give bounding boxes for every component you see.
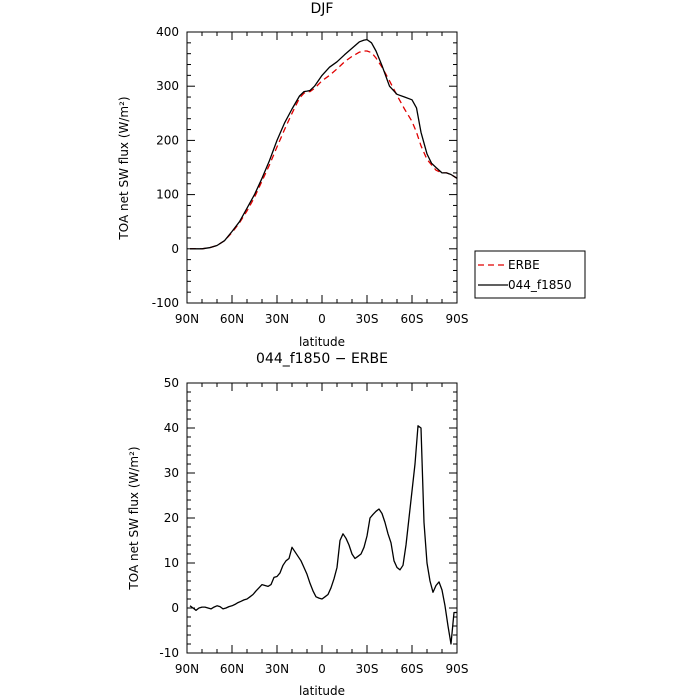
x-tick-label: 0 [318,312,326,326]
x-ticks: 90N 60N 30N 0 30S 60S 90S [175,32,469,326]
series-line-difference [189,425,457,645]
legend: ERBE 044_f1850 [474,250,586,299]
legend-label-044-f1850: 044_f1850 [508,278,572,292]
y-tick-label: 200 [156,133,179,147]
x-tick-label: 60N [220,312,244,326]
y-axis-label: TOA net SW flux (W/m²) [117,96,131,240]
y-ticks: -10 0 10 20 30 40 50 [159,376,457,660]
y-tick-label: 30 [164,466,179,480]
x-axis-label: latitude [299,684,345,698]
x-tick-label: 90N [175,312,199,326]
x-axis-label: latitude [299,335,345,349]
plot-frame [186,31,458,304]
difference-chart: 044_f1850 − ERBE -10 0 10 20 30 40 50 90N 60N 30… [127,351,468,698]
x-tick-label: 60S [401,312,424,326]
x-tick-label: 0 [318,662,326,676]
series-line-erbe [190,50,458,250]
x-ticks: 90N 60N 30N 0 30S 60S 90S [175,383,469,676]
series-line-044-f1850 [190,38,458,250]
y-tick-label: 400 [156,25,179,39]
series-lines [190,38,458,250]
y-tick-label: 300 [156,79,179,93]
y-tick-label: 100 [156,188,179,202]
y-tick-label: 10 [164,556,179,570]
x-tick-label: 30N [265,662,289,676]
x-tick-label: 60S [401,662,424,676]
legend-label-erbe: ERBE [508,258,540,272]
series-lines [189,425,457,645]
y-tick-label: 50 [164,376,179,390]
x-tick-label: 30N [265,312,289,326]
chart-title: DJF [311,1,334,17]
chart-title: 044_f1850 − ERBE [256,351,388,367]
y-tick-label: 0 [171,242,179,256]
y-tick-label: 20 [164,511,179,525]
x-tick-label: 90S [446,312,469,326]
y-ticks: -100 0 100 200 300 400 [152,25,457,310]
x-tick-label: 60N [220,662,244,676]
x-tick-label: 90S [446,662,469,676]
x-tick-label: 30S [356,662,379,676]
plot-frame [186,382,458,654]
y-tick-label: -10 [159,646,179,660]
y-tick-label: 0 [171,601,179,615]
legend-box [474,250,586,299]
y-tick-label: 40 [164,421,179,435]
y-axis-label: TOA net SW flux (W/m²) [127,446,141,590]
x-tick-label: 30S [356,312,379,326]
x-tick-label: 90N [175,662,199,676]
y-tick-label: -100 [152,296,179,310]
